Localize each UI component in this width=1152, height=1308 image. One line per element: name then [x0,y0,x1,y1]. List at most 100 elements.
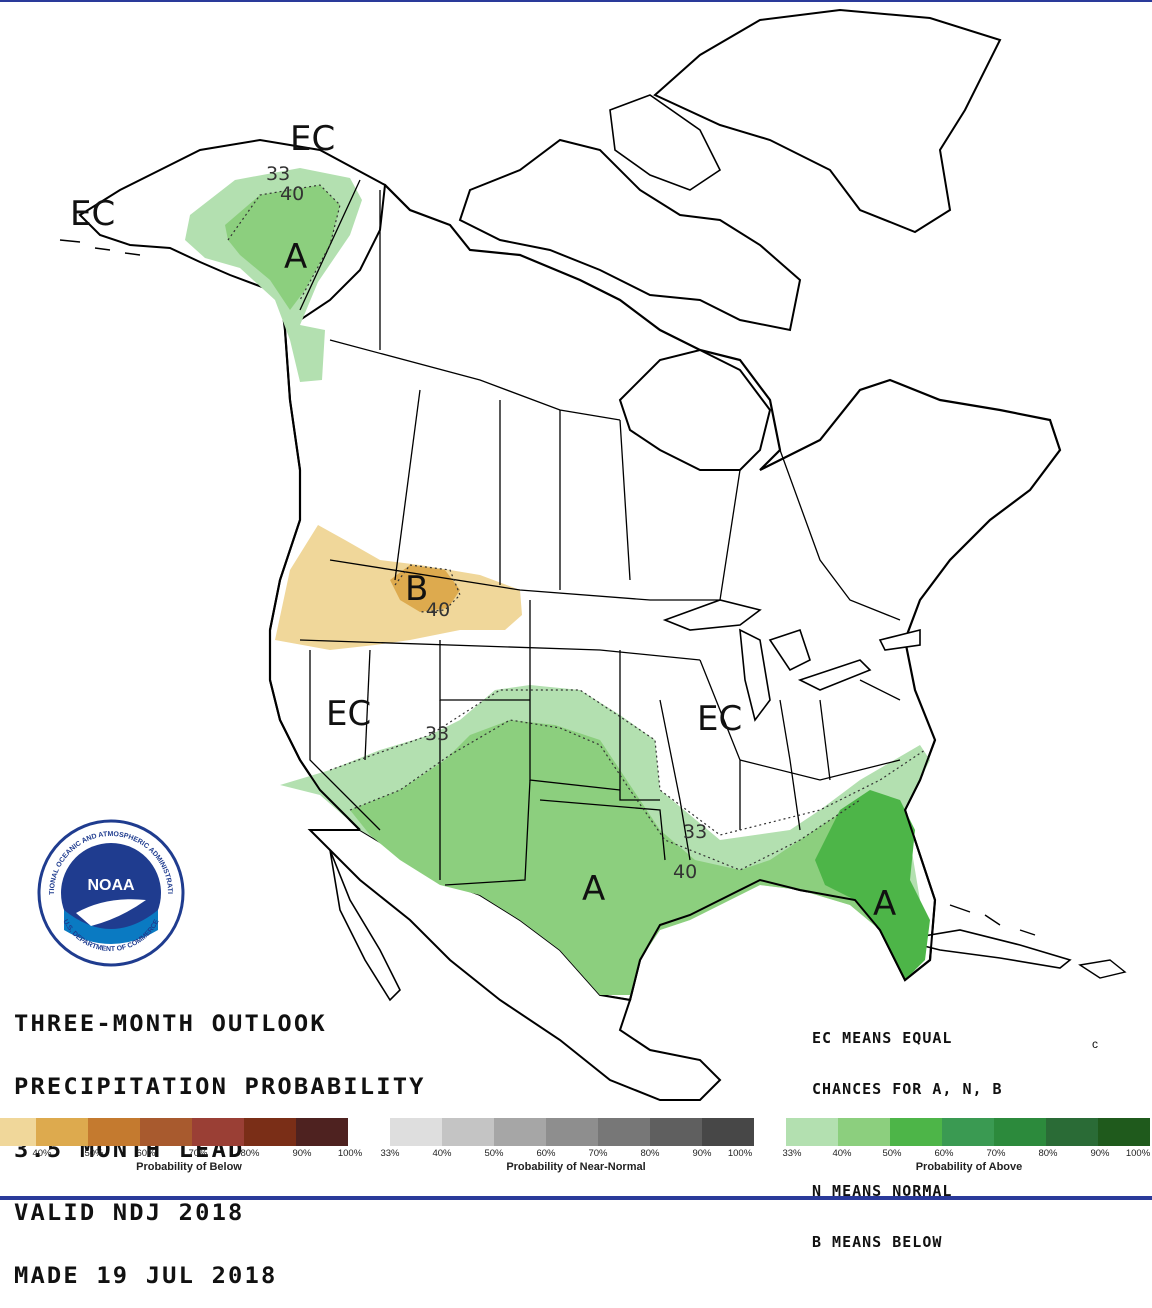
baffin-island [609,94,722,191]
swatch-below-3 [88,1118,140,1146]
cuba [899,929,1072,969]
swatch-below-7 [296,1118,348,1146]
swatch-near-normal-3 [494,1118,546,1146]
swatch-below-1 [0,1118,36,1146]
label-a-alaska: A [284,237,307,277]
tick-near-normal-8: 100% [727,1148,753,1159]
swatch-near-normal-4 [546,1118,598,1146]
title-line-4: VALID NDJ 2018 [14,1201,245,1226]
alaska-above-40 [225,185,340,310]
label-b-northwest: B [405,569,428,609]
title-line-1: THREE-MONTH OUTLOOK [14,1012,327,1037]
tick-below-7: 100% [337,1148,363,1159]
great-lakes [662,599,921,722]
swatch-above-4 [942,1118,994,1146]
tick-above-8: 100% [1125,1148,1151,1159]
swatch-near-normal-5 [598,1118,650,1146]
swatch-above-2 [838,1118,890,1146]
tick-above-7: 90% [1090,1148,1110,1159]
tick-below-4: 70% [188,1148,208,1159]
bahamas [949,904,1036,936]
swatch-below-2 [36,1118,88,1146]
tick-above-6: 80% [1038,1148,1058,1159]
label-ec-alaska-west: EC [70,194,115,234]
label-c-marker: c [1092,1037,1098,1051]
hudson-bay [618,348,772,471]
tick-above-1: 33% [782,1148,802,1159]
tick-above-4: 60% [934,1148,954,1159]
swatch-below-4 [140,1118,192,1146]
south-above-40 [350,720,905,995]
swatch-near-normal-7 [702,1118,754,1146]
swatch-above-5 [994,1118,1046,1146]
swatch-above-3 [890,1118,942,1146]
swatch-near-normal-1 [390,1118,442,1146]
tick-above-5: 70% [986,1148,1006,1159]
arctic-islands [458,138,802,332]
tick-below-1: 40% [32,1148,52,1159]
tick-near-normal-2: 40% [432,1148,452,1159]
scale-near-normal-ticks: 33% 40% 50% 60% 70% 80% 90% 100% [380,1146,762,1160]
legend-note-4: N MEANS NORMAL [812,1182,953,1200]
swatch-near-normal-2 [442,1118,494,1146]
label-a-florida: A [873,884,896,924]
title-line-2: PRECIPITATION PROBABILITY [14,1075,426,1100]
legend-note-2: CHANCES FOR A, N, B [812,1080,1003,1098]
tick-above-3: 50% [882,1148,902,1159]
noaa-logo: NOAA NATIONAL OCEANIC AND ATMOSPHERIC AD… [36,818,185,967]
tick-below-3: 60% [136,1148,156,1159]
scale-above-caption: Probability of Above [915,1161,1023,1173]
contour-label-alaska-40: 40 [280,183,304,205]
legend-note-1: EC MEANS EQUAL [812,1029,953,1047]
contour-label-southeast-40: 40 [673,861,697,883]
aleutian-chain [59,239,141,256]
swatch-above-7 [1098,1118,1150,1146]
tick-near-normal-1: 33% [380,1148,400,1159]
scale-below-swatches [0,1118,364,1146]
swatch-above-6 [1046,1118,1098,1146]
scale-above: 33% 40% 50% 60% 70% 80% 90% 100% Probabi… [782,1118,1152,1180]
swatch-below-6 [244,1118,296,1146]
contour-label-alaska-33: 33 [266,163,290,185]
scale-below-caption: Probability of Below [136,1161,242,1173]
title-line-5: MADE 19 JUL 2018 [14,1264,278,1289]
probability-contours [227,184,926,871]
swatch-below-5 [192,1118,244,1146]
tick-below-2: 50% [84,1148,104,1159]
label-ec-east: EC [697,699,742,739]
outlook-map: EC EC A B EC EC A A c 33 40 40 33 33 40 [59,8,1127,1101]
label-ec-alaska-north: EC [290,119,335,159]
scale-near-normal-caption: Probability of Near-Normal [506,1161,646,1173]
tick-above-2: 40% [832,1148,852,1159]
scale-near-normal: 33% 40% 50% 60% 70% 80% 90% 100% Probabi… [380,1118,762,1180]
contour-label-northwest-40: 40 [426,599,450,621]
southeast-above-50 [815,790,930,980]
greenland-landmass [653,8,1002,234]
tick-near-normal-3: 50% [484,1148,504,1159]
swatch-near-normal-6 [650,1118,702,1146]
tick-below-5: 80% [240,1148,260,1159]
swatch-above-1 [786,1118,838,1146]
label-ec-great-basin: EC [326,694,371,734]
image-frame [0,0,1152,1200]
northwest-below-40 [390,565,460,612]
tick-near-normal-4: 60% [536,1148,556,1159]
scale-above-swatches [786,1118,1152,1146]
scale-below: 40% 50% 60% 70% 80% 90% 100% Probability… [0,1118,364,1180]
tick-near-normal-7: 90% [692,1148,712,1159]
political-borders [299,179,901,886]
scale-below-ticks: 40% 50% 60% 70% 80% 90% 100% [0,1146,364,1160]
contour-label-great-basin-33: 33 [425,723,449,745]
contour-label-southeast-33: 33 [683,821,707,843]
label-a-south: A [582,869,605,909]
legend-note-5: B MEANS BELOW [812,1233,943,1251]
scale-above-ticks: 33% 40% 50% 60% 70% 80% 90% 100% [782,1146,1152,1160]
tick-below-6: 90% [292,1148,312,1159]
scale-near-normal-swatches [390,1118,762,1146]
noaa-logo-text: NOAA [87,877,135,894]
tick-near-normal-6: 80% [640,1148,660,1159]
hispaniola [1078,959,1127,979]
baja-peninsula [329,849,401,1002]
coastline-overlay [269,329,937,1001]
tick-near-normal-5: 70% [588,1148,608,1159]
